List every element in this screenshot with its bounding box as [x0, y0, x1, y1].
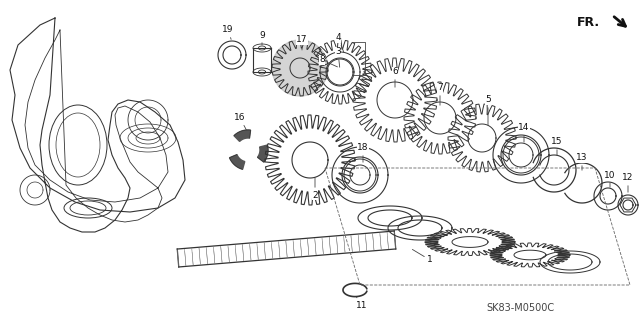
Text: 1: 1	[412, 249, 433, 264]
Text: 17: 17	[296, 35, 308, 50]
Text: 7: 7	[437, 84, 443, 105]
Polygon shape	[230, 155, 244, 169]
Text: SK83-M0500C: SK83-M0500C	[486, 303, 554, 313]
Text: 13: 13	[576, 153, 588, 170]
Text: 11: 11	[356, 297, 368, 309]
Text: 14: 14	[518, 123, 530, 142]
Text: 18: 18	[357, 144, 369, 162]
Text: 19: 19	[222, 26, 234, 39]
Text: 2: 2	[312, 178, 318, 199]
Text: 10: 10	[604, 170, 616, 187]
Polygon shape	[234, 130, 250, 141]
Text: 12: 12	[622, 174, 634, 192]
Text: 3: 3	[335, 48, 341, 67]
Polygon shape	[257, 145, 268, 162]
Text: 8: 8	[319, 56, 337, 67]
Text: FR.: FR.	[577, 16, 600, 28]
Text: 5: 5	[485, 95, 491, 125]
Text: 16: 16	[234, 114, 246, 130]
Polygon shape	[272, 40, 328, 96]
Text: 4: 4	[335, 33, 344, 52]
Text: 6: 6	[392, 68, 398, 87]
Text: 9: 9	[259, 31, 265, 45]
Text: 15: 15	[551, 137, 563, 155]
